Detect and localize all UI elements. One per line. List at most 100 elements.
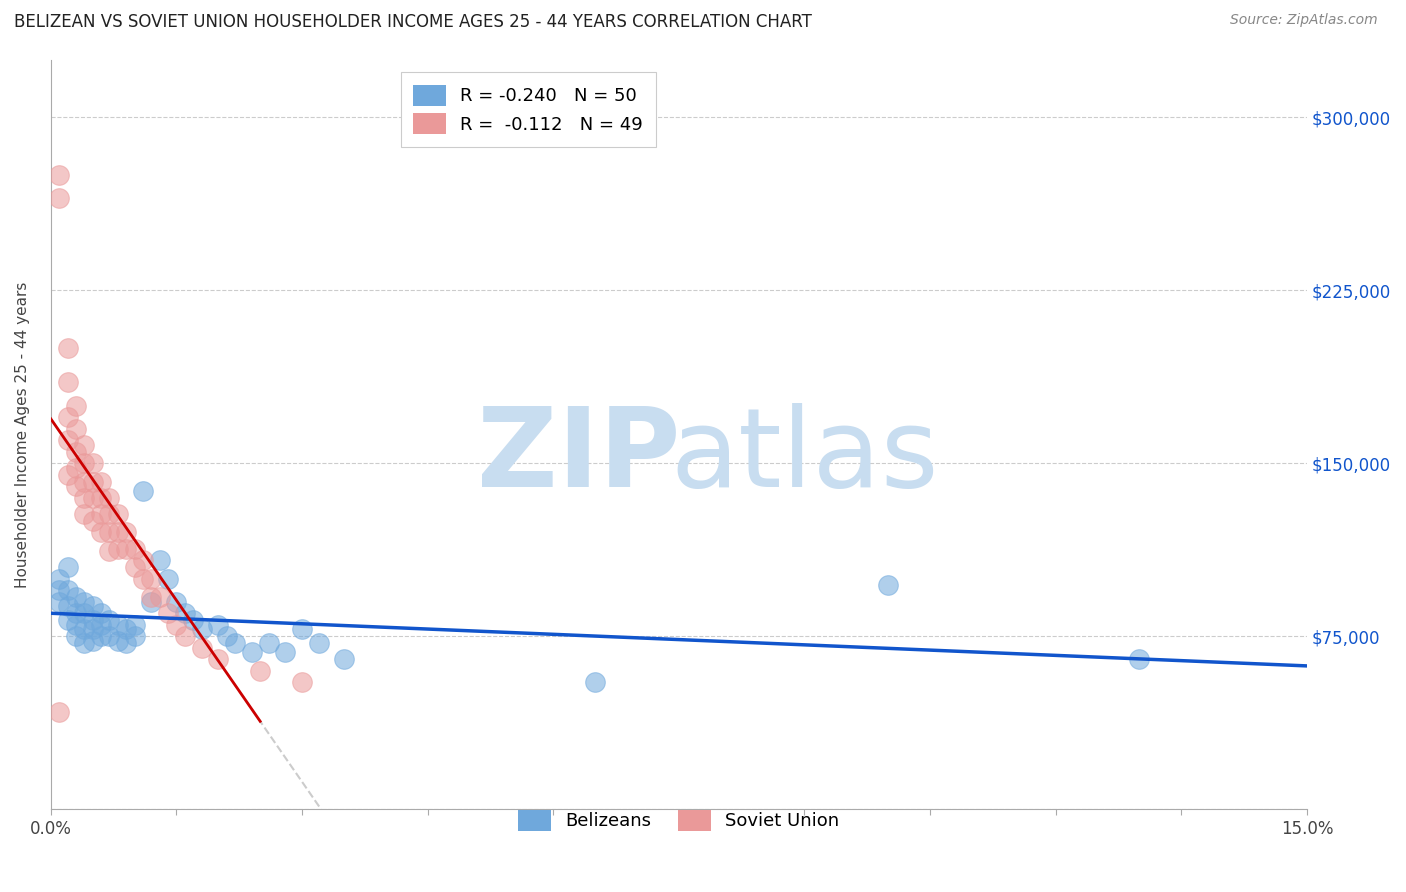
Point <box>82 613 104 627</box>
Point <box>73 491 96 505</box>
Point <box>240 645 263 659</box>
Point <box>149 590 172 604</box>
Point <box>98 544 121 558</box>
Point <box>107 525 129 540</box>
Point <box>82 514 104 528</box>
Point <box>65 606 87 620</box>
Point <box>583 675 606 690</box>
Point <box>82 599 104 614</box>
Text: atlas: atlas <box>671 403 939 510</box>
Point <box>107 617 129 632</box>
Point <box>56 467 79 482</box>
Point <box>48 191 70 205</box>
Point <box>90 629 112 643</box>
Point <box>56 341 79 355</box>
Point <box>56 410 79 425</box>
Point <box>132 483 155 498</box>
Point <box>115 622 138 636</box>
Point <box>90 617 112 632</box>
Point <box>207 617 229 632</box>
Point <box>124 617 146 632</box>
Point <box>207 652 229 666</box>
Point <box>48 582 70 597</box>
Point <box>98 629 121 643</box>
Point <box>73 622 96 636</box>
Point <box>82 456 104 470</box>
Point <box>215 629 238 643</box>
Point <box>98 613 121 627</box>
Point <box>48 706 70 720</box>
Point <box>82 475 104 489</box>
Point <box>73 456 96 470</box>
Point <box>65 629 87 643</box>
Point <box>90 525 112 540</box>
Point <box>124 560 146 574</box>
Point <box>124 629 146 643</box>
Point <box>73 475 96 489</box>
Point <box>48 572 70 586</box>
Y-axis label: Householder Income Ages 25 - 44 years: Householder Income Ages 25 - 44 years <box>15 281 30 588</box>
Point <box>107 633 129 648</box>
Text: BELIZEAN VS SOVIET UNION HOUSEHOLDER INCOME AGES 25 - 44 YEARS CORRELATION CHART: BELIZEAN VS SOVIET UNION HOUSEHOLDER INC… <box>14 13 811 31</box>
Point <box>56 433 79 447</box>
Point <box>173 629 195 643</box>
Point <box>98 525 121 540</box>
Point <box>73 507 96 521</box>
Text: Source: ZipAtlas.com: Source: ZipAtlas.com <box>1230 13 1378 28</box>
Point <box>65 444 87 458</box>
Point <box>190 640 212 655</box>
Point <box>90 507 112 521</box>
Point <box>257 636 280 650</box>
Legend: Belizeans, Soviet Union: Belizeans, Soviet Union <box>503 796 853 845</box>
Point <box>56 582 79 597</box>
Point <box>65 590 87 604</box>
Point <box>157 606 180 620</box>
Point <box>48 168 70 182</box>
Point <box>56 376 79 390</box>
Point <box>190 622 212 636</box>
Point <box>249 664 271 678</box>
Point <box>56 613 79 627</box>
Point <box>65 460 87 475</box>
Point <box>173 606 195 620</box>
Point <box>308 636 330 650</box>
Point <box>73 438 96 452</box>
Point <box>115 525 138 540</box>
Point <box>82 622 104 636</box>
Point <box>181 613 204 627</box>
Point <box>1128 652 1150 666</box>
Point <box>132 553 155 567</box>
Point <box>73 594 96 608</box>
Point <box>82 491 104 505</box>
Point <box>90 606 112 620</box>
Point <box>73 606 96 620</box>
Point <box>291 622 314 636</box>
Point <box>48 594 70 608</box>
Point <box>877 578 900 592</box>
Point <box>73 636 96 650</box>
Point <box>274 645 297 659</box>
Point <box>115 636 138 650</box>
Text: ZIP: ZIP <box>477 403 681 510</box>
Point <box>149 553 172 567</box>
Point <box>165 594 187 608</box>
Point <box>224 636 246 650</box>
Point <box>124 541 146 556</box>
Point <box>65 479 87 493</box>
Point <box>107 507 129 521</box>
Point <box>90 475 112 489</box>
Point <box>56 560 79 574</box>
Point <box>65 399 87 413</box>
Point <box>98 507 121 521</box>
Point <box>65 617 87 632</box>
Point <box>65 421 87 435</box>
Point <box>157 572 180 586</box>
Point <box>115 541 138 556</box>
Point <box>90 491 112 505</box>
Point <box>141 594 163 608</box>
Point <box>132 572 155 586</box>
Point <box>165 617 187 632</box>
Point <box>107 541 129 556</box>
Point <box>333 652 356 666</box>
Point <box>291 675 314 690</box>
